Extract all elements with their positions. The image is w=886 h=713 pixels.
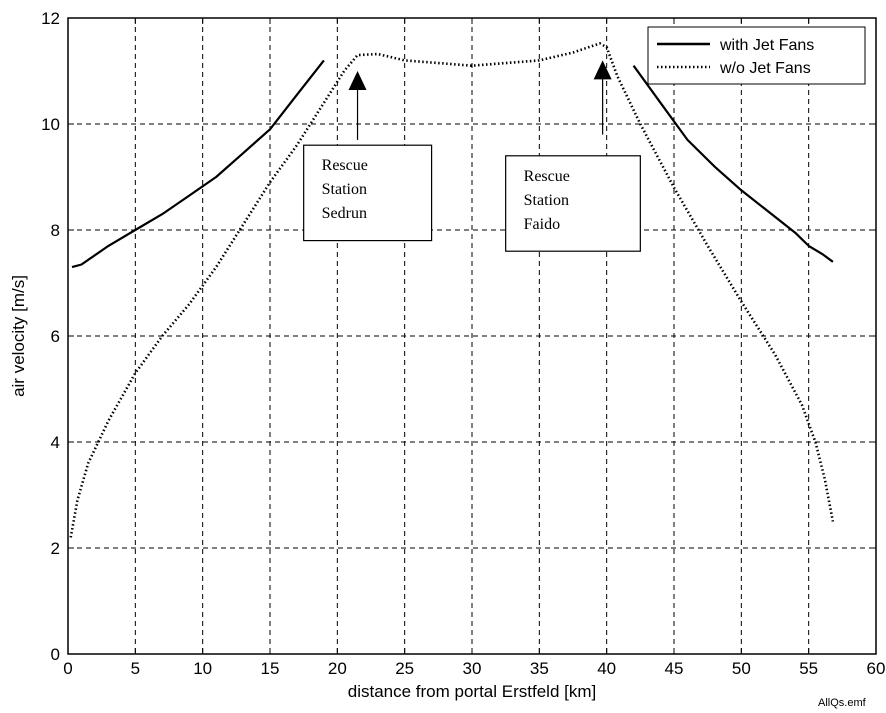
grid [68, 18, 876, 654]
annotation-rescue-station-1: Rescue Station Faido [505, 60, 641, 252]
x-tick-label: 25 [395, 659, 414, 678]
x-tick-label: 50 [732, 659, 751, 678]
y-axis-label: air velocity [m/s] [9, 275, 28, 397]
x-tick-label: 10 [193, 659, 212, 678]
series-line-without-jet-fans-segment-0 [69, 42, 835, 538]
annotation-text-line: Faido [524, 216, 560, 233]
annotation-layer: Rescue Station Sedrun Rescue Station Faido [303, 60, 641, 252]
annotation-box [303, 144, 433, 242]
x-tick-label: 0 [63, 659, 72, 678]
annotation-text-line: Rescue [322, 157, 368, 174]
x-tick-label: 20 [328, 659, 347, 678]
series-line-with-jet-fans-segment-0 [71, 59, 325, 269]
legend-entry-without-jet-fans: w/o Jet Fans [719, 60, 811, 77]
annotation-text-line: Station [524, 192, 569, 209]
x-tick-label: 40 [597, 659, 616, 678]
x-tick-label: 5 [131, 659, 140, 678]
tick-layer: 0 5 10 15 20 25 30 35 40 45 50 55 60 0 2 4 6 8 10 12 [41, 9, 885, 678]
y-tick-label: 4 [51, 433, 60, 452]
x-tick-label: 35 [530, 659, 549, 678]
x-tick-label: 55 [799, 659, 818, 678]
annotation-rescue-station-0: Rescue Station Sedrun [303, 71, 433, 242]
y-tick-label: 0 [51, 645, 60, 664]
x-tick-label: 60 [867, 659, 886, 678]
x-tick-label: 30 [463, 659, 482, 678]
y-tick-label: 2 [51, 539, 60, 558]
annotation-arrow-head [348, 71, 367, 90]
legend-entry-with-jet-fans: with Jet Fans [719, 37, 814, 54]
y-tick-label: 6 [51, 327, 60, 346]
footnote: AllQs.emf [818, 697, 867, 709]
x-axis-label: distance from portal Erstfeld [km] [348, 682, 596, 701]
y-tick-label: 12 [41, 9, 60, 28]
annotation-arrow-head [593, 60, 612, 80]
x-tick-label: 15 [261, 659, 280, 678]
legend: with Jet Fans w/o Jet Fans [647, 26, 866, 85]
annotation-box [505, 155, 641, 252]
series-layer [69, 42, 835, 538]
y-tick-label: 10 [41, 115, 60, 134]
annotation-text-line: Rescue [524, 168, 570, 185]
series-line-with-jet-fans-segment-1 [632, 65, 834, 263]
legend-box [647, 26, 866, 85]
y-tick-label: 8 [51, 221, 60, 240]
annotation-text-line: Station [322, 181, 367, 198]
x-tick-label: 45 [665, 659, 684, 678]
annotation-text-line: Sedrun [322, 205, 367, 222]
